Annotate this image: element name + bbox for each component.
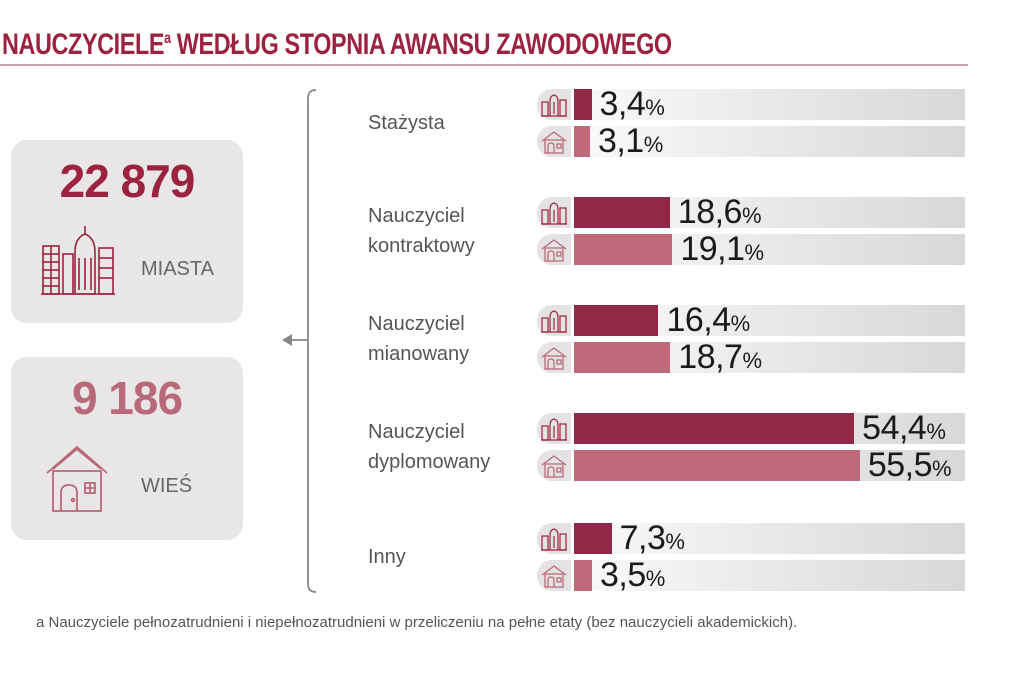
data-label-value: 19,1 xyxy=(680,230,745,268)
city-buildings-icon xyxy=(537,197,571,228)
village-bar-row: 3,1% xyxy=(537,122,965,160)
data-label-value: 3,4 xyxy=(599,85,646,123)
category-label-line: Nauczyciel xyxy=(368,205,465,227)
city-bar-row: 3,4% xyxy=(537,85,965,123)
data-label-unit: % xyxy=(730,311,751,336)
data-label-value: 18,7 xyxy=(678,338,743,376)
title-footnote-mark: a xyxy=(164,30,171,47)
city-bar-row: 18,6% xyxy=(537,193,965,231)
data-label-unit: % xyxy=(665,529,685,554)
city-bar xyxy=(574,413,855,444)
data-label-value: 55,5 xyxy=(867,446,933,484)
city-total-value: 22 879 xyxy=(59,155,196,207)
bar-track xyxy=(571,89,965,120)
village-bar xyxy=(574,126,590,157)
city-bar-row: 7,3% xyxy=(537,519,965,557)
data-label: 55,5% xyxy=(867,446,952,485)
village-bar xyxy=(574,342,671,373)
category-bracket xyxy=(300,88,324,599)
village-bar xyxy=(574,234,673,265)
category-label-line: Stażysta xyxy=(368,112,445,134)
data-label: 54,4% xyxy=(862,409,946,448)
city-buildings-icon xyxy=(537,305,571,336)
village-summary-card: 9 186 WIEŚ xyxy=(11,357,243,540)
data-label: 3,1% xyxy=(598,122,663,161)
house-icon xyxy=(537,234,571,265)
city-bar xyxy=(574,523,612,554)
city-label: MIASTA xyxy=(141,258,214,280)
data-label: 7,3% xyxy=(620,519,685,558)
city-buildings-icon xyxy=(537,523,571,554)
category-label-line: kontraktowy xyxy=(368,235,475,257)
data-label-value: 3,5 xyxy=(600,556,646,594)
data-label-unit: % xyxy=(741,203,762,228)
city-bar-row: 16,4% xyxy=(537,301,965,339)
category-label-line: mianowany xyxy=(368,343,470,365)
city-bar xyxy=(574,89,592,120)
bar-track xyxy=(571,560,965,591)
data-label-unit: % xyxy=(744,240,765,265)
city-summary-card: 22 879 MIASTA xyxy=(11,140,243,323)
house-icon xyxy=(537,450,571,481)
category-label: Nauczyciel mianowany xyxy=(368,309,469,369)
data-label-value: 7,3 xyxy=(619,519,666,557)
data-label: 3,4% xyxy=(600,85,665,124)
data-label-value: 18,6 xyxy=(677,193,743,231)
category-label-line: Nauczyciel xyxy=(368,421,465,443)
village-bar-row: 19,1% xyxy=(537,230,965,268)
house-icon xyxy=(537,560,571,591)
data-label-value: 54,4 xyxy=(862,409,927,447)
data-label: 18,6% xyxy=(677,193,762,232)
house-icon xyxy=(45,443,109,518)
data-label-unit: % xyxy=(742,348,762,373)
city-bar-row: 54,4% xyxy=(537,409,965,447)
title-rule xyxy=(0,64,968,66)
chart-title: NAUCZYCIELEa WEDŁUG STOPNIA AWANSU ZAWOD… xyxy=(2,28,672,62)
village-label: WIEŚ xyxy=(141,475,193,497)
city-buildings-icon xyxy=(537,413,571,444)
category-label: Nauczyciel kontraktowy xyxy=(368,201,475,261)
city-bar xyxy=(574,305,659,336)
title-main: NAUCZYCIELE xyxy=(2,28,165,61)
arrow-left-icon xyxy=(282,334,308,346)
city-buildings-icon xyxy=(537,89,571,120)
village-bar-row: 3,5% xyxy=(537,556,965,594)
category-label-line: Inny xyxy=(368,546,406,568)
bar-track xyxy=(571,523,965,554)
footnote: a Nauczyciele pełnozatrudnieni i niepełn… xyxy=(36,614,798,631)
bar-track xyxy=(571,126,965,157)
data-label: 18,7% xyxy=(678,338,762,377)
category-label: Inny xyxy=(368,542,406,572)
category-label: Nauczyciel dyplomowany xyxy=(368,417,490,477)
village-total-value: 9 186 xyxy=(71,372,183,424)
data-label-unit: % xyxy=(645,566,666,591)
data-label-value: 3,1 xyxy=(597,122,644,160)
village-bar xyxy=(574,450,860,481)
data-label-unit: % xyxy=(643,132,664,157)
village-bar xyxy=(574,560,593,591)
house-icon xyxy=(537,126,571,157)
data-label-value: 16,4 xyxy=(666,301,731,339)
house-icon xyxy=(537,342,571,373)
data-label: 3,5% xyxy=(600,556,665,595)
title-rest: WEDŁUG STOPNIA AWANSU ZAWODOWEGO xyxy=(170,28,672,61)
city-bar xyxy=(574,197,670,228)
data-label: 19,1% xyxy=(680,230,765,269)
data-label-unit: % xyxy=(926,419,946,444)
data-label-unit: % xyxy=(932,456,952,481)
data-label: 16,4% xyxy=(666,301,751,340)
village-bar-row: 55,5% xyxy=(537,446,965,484)
data-label-unit: % xyxy=(645,95,665,120)
city-buildings-icon xyxy=(41,224,115,301)
category-label-line: Nauczyciel xyxy=(368,313,465,335)
category-label-line: dyplomowany xyxy=(368,451,491,473)
category-label: Stażysta xyxy=(368,108,445,138)
village-bar-row: 18,7% xyxy=(537,338,965,376)
